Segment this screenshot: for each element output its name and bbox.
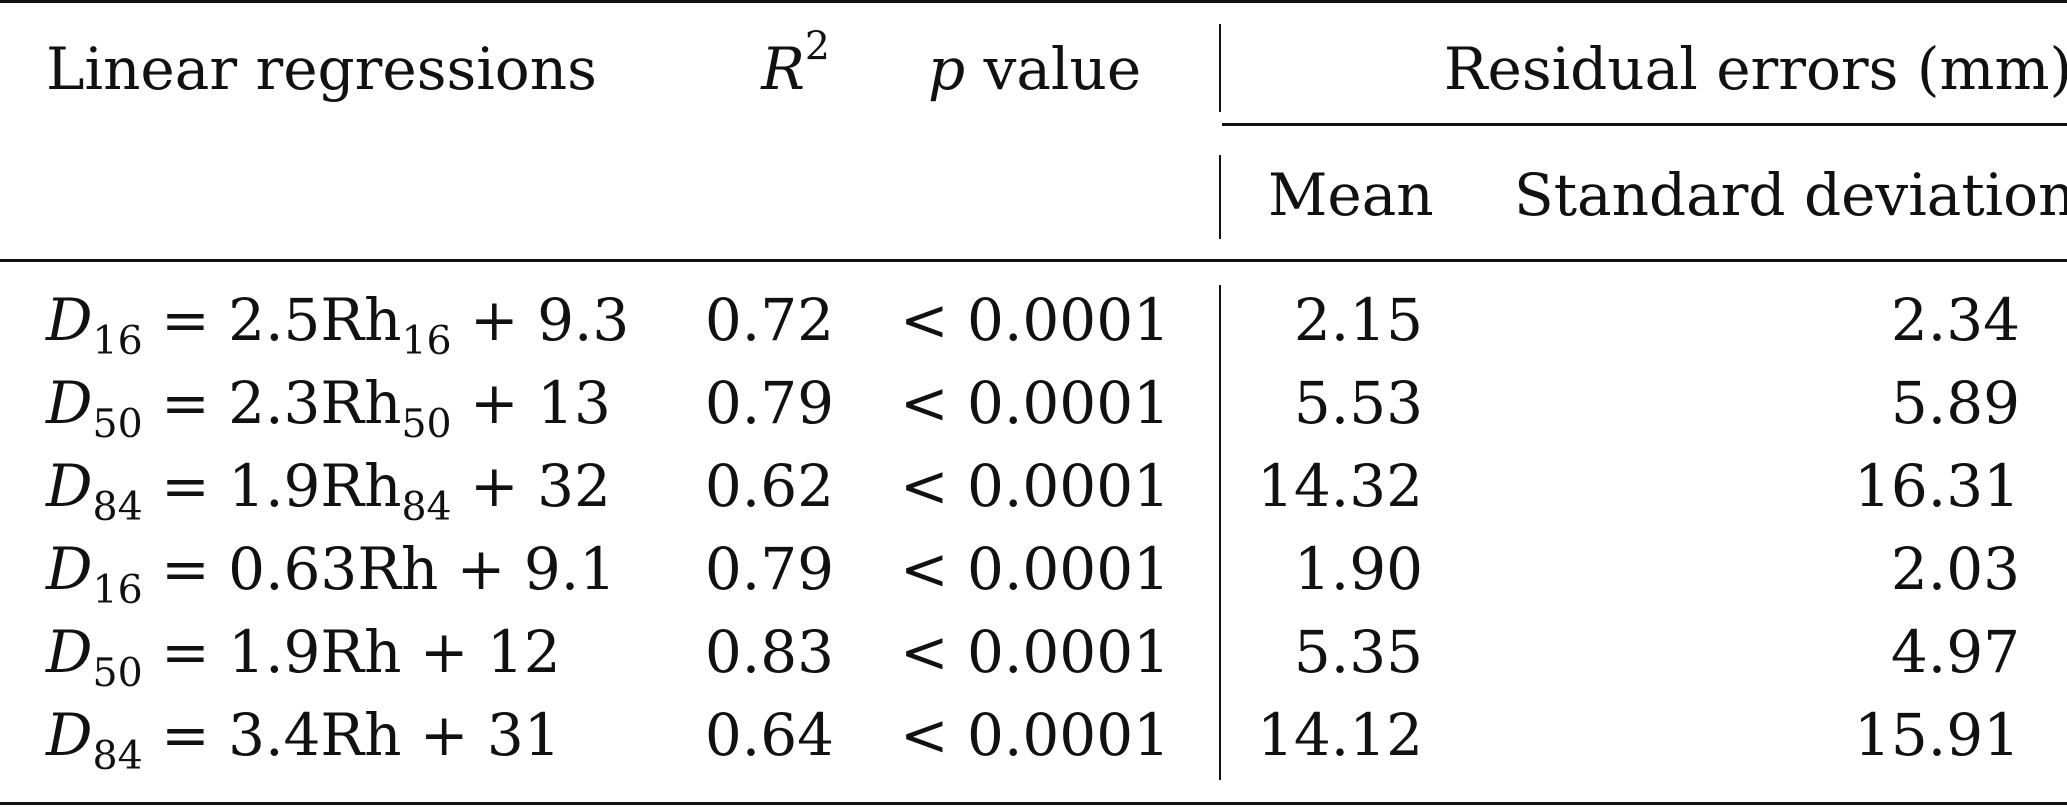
- table-row-2-mean: 5.53: [1293, 369, 1423, 437]
- table-row-3-mean: 14.32: [1256, 452, 1423, 520]
- table-row-4-std: 2.03: [1890, 535, 2020, 603]
- table-row-3-p: < 0.0001: [900, 452, 1170, 520]
- table-row-5-r2: 0.83: [704, 618, 834, 686]
- body-divider: [1219, 285, 1221, 780]
- table-row-2-std: 5.89: [1890, 369, 2020, 437]
- header-linear-regressions: Linear regressions: [46, 35, 597, 103]
- table-row-4-mean: 1.90: [1293, 535, 1423, 603]
- table-row-4-equation: D16 = 0.63Rh + 9.1: [46, 535, 617, 613]
- table-row-5-equation: D50 = 1.9Rh + 12: [46, 618, 561, 696]
- table-row-6-equation: D84 = 3.4Rh + 31: [46, 701, 561, 779]
- header-mean: Mean: [1268, 161, 1434, 229]
- table-row-3-std: 16.31: [1853, 452, 2020, 520]
- table-row-2-p: < 0.0001: [900, 369, 1170, 437]
- bottom-rule: [0, 802, 2067, 805]
- header-p-value: p value: [928, 35, 1142, 103]
- table-row-4-p: < 0.0001: [900, 535, 1170, 603]
- table-row-1-equation: D16 = 2.5Rh16 + 9.3: [46, 286, 630, 364]
- header-standard-deviation: Standard deviation: [1514, 161, 2067, 229]
- table-row-6-std: 15.91: [1853, 701, 2020, 769]
- table-row-2-r2: 0.79: [704, 369, 834, 437]
- table-row-3-r2: 0.62: [704, 452, 834, 520]
- table-row-1-p: < 0.0001: [900, 286, 1170, 354]
- table-row-2-equation: D50 = 2.3Rh50 + 13: [46, 369, 611, 447]
- table-row-5-p: < 0.0001: [900, 618, 1170, 686]
- table-row-5-std: 4.97: [1890, 618, 2020, 686]
- table-row-6-mean: 14.12: [1256, 701, 1423, 769]
- header-residual-errors: Residual errors (mm): [1443, 35, 2067, 103]
- top-rule: [0, 0, 2067, 3]
- header-divider-top: [1219, 24, 1221, 112]
- table-row-1-std: 2.34: [1890, 286, 2020, 354]
- header-bottom-rule: [0, 259, 2067, 262]
- table-row-1-r2: 0.72: [704, 286, 834, 354]
- table-row-4-r2: 0.79: [704, 535, 834, 603]
- header-r-squared: R2: [761, 23, 830, 103]
- table-row-5-mean: 5.35: [1293, 618, 1423, 686]
- table-row-3-equation: D84 = 1.9Rh84 + 32: [46, 452, 611, 530]
- table-row-6-r2: 0.64: [704, 701, 834, 769]
- table-row-6-p: < 0.0001: [900, 701, 1170, 769]
- group-underline: [1222, 123, 2067, 126]
- header-divider-bottom: [1219, 155, 1221, 239]
- table-row-1-mean: 2.15: [1293, 286, 1423, 354]
